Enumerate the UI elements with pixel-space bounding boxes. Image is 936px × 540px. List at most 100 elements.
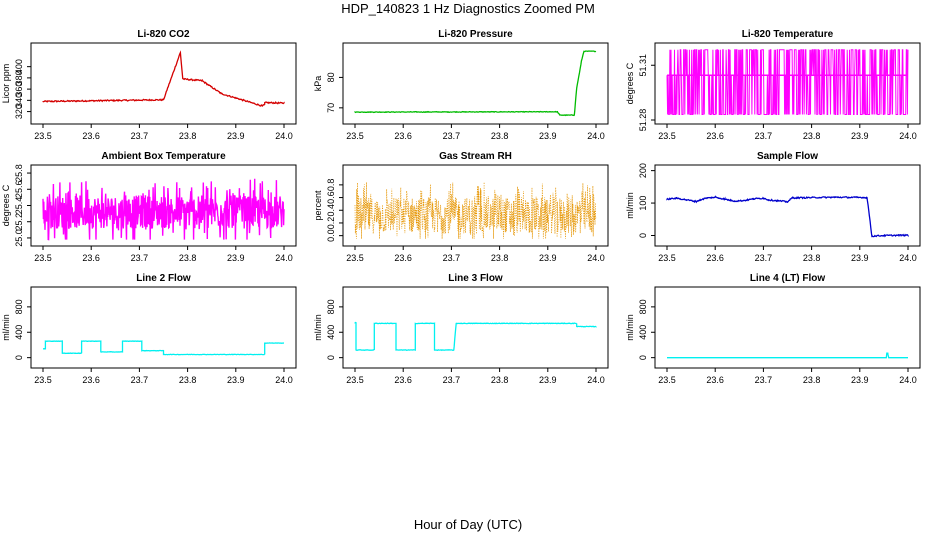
panel-3-y-tick-label: 51.28 [638, 109, 648, 132]
panel-7-x-tick-label: 23.5 [34, 375, 52, 385]
panel-3-y-tick-label: 51.31 [638, 54, 648, 77]
panel-1-ylabel: Licor ppm [1, 64, 11, 104]
panel-9-y-tick-label: 0 [638, 355, 648, 360]
panel-1-y-tick-label: 380 [14, 70, 24, 85]
panel-7-title: Line 2 Flow [136, 273, 191, 284]
panel-6-y-tick-label: 100 [638, 196, 648, 211]
panel-3-x-tick-label: 23.7 [755, 131, 773, 141]
panel-8-y-tick-label: 800 [326, 299, 336, 314]
panel-7-series-line [43, 340, 285, 356]
panel-5-series-line [354, 182, 597, 239]
panel-1-y-tick-label: 360 [14, 82, 24, 97]
panel-4-y-tick-label: 25.4 [14, 197, 24, 215]
panel-9-x-tick-label: 23.9 [851, 375, 869, 385]
panel-6-x-tick-label: 23.9 [851, 253, 869, 263]
panel-3-frame [654, 42, 921, 125]
panel-7-x-tick-label: 23.7 [131, 375, 149, 385]
panel-1-x-tick-label: 23.5 [34, 131, 52, 141]
panel-4-x-tick-label: 23.6 [82, 253, 100, 263]
panel-5-x-tick-label: 23.9 [539, 253, 557, 263]
panel-6-x-tick-label: 23.5 [658, 253, 676, 263]
panel-8-y-tick-label: 0 [326, 355, 336, 360]
panel-9-y-tick-label: 400 [638, 325, 648, 340]
panel-4-x-tick-label: 23.8 [179, 253, 197, 263]
panel-5-frame [342, 164, 609, 247]
panel-9-series-line [667, 352, 908, 359]
panel-9-ylabel: ml/min [625, 314, 635, 341]
panel-5-y-tick-label: 0.0 [326, 229, 336, 242]
panel-4-y-tick-label: 25.8 [14, 164, 24, 182]
panel-5-x-tick-label: 23.5 [346, 253, 364, 263]
panel-4-series-line [42, 178, 285, 241]
panel-2-title: Li-820 Pressure [438, 29, 513, 40]
panel-5-y-tick-label: 0.8 [326, 179, 336, 192]
panel-3-x-tick-label: 23.6 [706, 131, 724, 141]
panel-5-y-tick-label: 0.4 [326, 204, 336, 217]
x-axis-title: Hour of Day (UTC) [413, 517, 523, 532]
panel-7-y-tick-label: 0 [14, 355, 24, 360]
panel-2-y-tick-label: 80 [326, 72, 336, 82]
panel-6-y-tick-label: 200 [638, 163, 648, 178]
panel-1-y-tick-label: 400 [14, 59, 24, 74]
panel-5-x-tick-label: 23.6 [394, 253, 412, 263]
panel-9-x-tick-label: 23.5 [658, 375, 676, 385]
panel-1-y-tick-label: 320 [14, 104, 24, 119]
panel-7-x-tick-label: 23.9 [227, 375, 245, 385]
panel-2-series-line [354, 50, 597, 117]
panel-6-ylabel: ml/min [625, 192, 635, 219]
panel-1-x-tick-label: 23.8 [179, 131, 197, 141]
panel-1-x-tick-label: 23.9 [227, 131, 245, 141]
panel-8-x-tick-label: 24.0 [587, 375, 605, 385]
panel-7-ylabel: ml/min [1, 314, 11, 341]
panel-2-x-tick-label: 23.5 [346, 131, 364, 141]
panel-8-x-tick-label: 23.6 [394, 375, 412, 385]
panel-2-ylabel: kPa [313, 76, 323, 92]
chart-panels: Li-820 CO2 Licor ppm 23.5 23.6 23.7 23.8 23.9 2… [1, 29, 921, 385]
panel-5-ylabel: percent [313, 190, 323, 221]
panel-2-frame [342, 42, 609, 125]
panel-6-x-tick-label: 23.6 [706, 253, 724, 263]
panel-9-title: Line 4 (LT) Flow [750, 273, 826, 284]
panel-6-x-tick-label: 23.8 [803, 253, 821, 263]
panel-6-y-tick-label: 0 [638, 233, 648, 238]
panel-3-x-tick-label: 23.9 [851, 131, 869, 141]
panel-8-y-tick-label: 400 [326, 325, 336, 340]
panel-7-y-tick-label: 800 [14, 299, 24, 314]
panel-4-x-tick-label: 23.5 [34, 253, 52, 263]
panel-8-series-line [354, 321, 597, 352]
panel-7-x-tick-label: 23.6 [82, 375, 100, 385]
panel-5-title: Gas Stream RH [439, 151, 512, 162]
panel-1-x-tick-label: 23.6 [82, 131, 100, 141]
panel-2-x-tick-label: 23.6 [394, 131, 412, 141]
figure-title: HDP_140823 1 Hz Diagnostics Zoomed PM [341, 1, 595, 16]
panel-8-x-tick-label: 23.5 [346, 375, 364, 385]
panel-3-x-tick-label: 23.5 [658, 131, 676, 141]
panel-6-series-line [666, 195, 909, 238]
panel-5-x-tick-label: 24.0 [587, 253, 605, 263]
panel-3-x-tick-label: 24.0 [899, 131, 917, 141]
panel-2-x-tick-label: 23.7 [443, 131, 461, 141]
panel-8-frame [342, 286, 609, 369]
panel-1-title: Li-820 CO2 [137, 29, 190, 40]
panel-4-x-tick-label: 23.7 [131, 253, 149, 263]
panel-6-frame [654, 164, 921, 247]
panel-8-x-tick-label: 23.7 [443, 375, 461, 385]
panel-8-x-tick-label: 23.8 [491, 375, 509, 385]
panel-1-x-tick-label: 23.7 [131, 131, 149, 141]
panel-6-x-tick-label: 23.7 [755, 253, 773, 263]
panel-4-x-tick-label: 23.9 [227, 253, 245, 263]
panel-9-x-tick-label: 23.8 [803, 375, 821, 385]
panel-3-series-line [666, 49, 909, 115]
panel-6-title: Sample Flow [757, 151, 818, 162]
panel-6-x-tick-label: 24.0 [899, 253, 917, 263]
panel-9-y-tick-label: 800 [638, 299, 648, 314]
panel-4-ylabel: degrees C [1, 184, 11, 226]
panel-3-ylabel: degrees C [625, 62, 635, 104]
panel-7-x-tick-label: 23.8 [179, 375, 197, 385]
panel-3-title: Li-820 Temperature [742, 29, 834, 40]
panel-9-x-tick-label: 24.0 [899, 375, 917, 385]
panel-4-title: Ambient Box Temperature [101, 151, 226, 162]
panel-5-x-tick-label: 23.7 [443, 253, 461, 263]
panel-5-y-tick-label: 0.6 [326, 191, 336, 204]
panel-8-title: Line 3 Flow [448, 273, 503, 284]
